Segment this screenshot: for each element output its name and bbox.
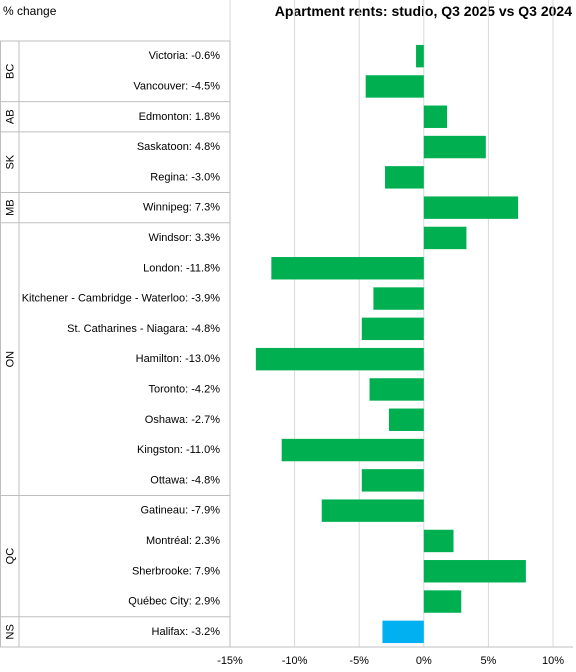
bar-ottawa (361, 469, 424, 492)
category-label-oshawa: Oshawa: -2.7% (145, 414, 220, 426)
group-label-on: ON (5, 351, 17, 368)
bar-kitchener-cambridge-waterloo (373, 287, 424, 310)
category-label-hamilton: Hamilton: -13.0% (136, 353, 221, 365)
bar-london (271, 257, 424, 280)
category-label-kingston: Kingston: -11.0% (137, 444, 220, 456)
category-label-qu-bec-city: Québec City: 2.9% (128, 596, 220, 608)
x-tick-label: 0% (416, 655, 432, 667)
bar-montr-al (423, 529, 454, 553)
category-label-sherbrooke: Sherbrooke: 7.9% (132, 565, 220, 577)
group-label-bc: BC (5, 64, 17, 79)
x-tick-label: -5% (349, 655, 369, 667)
bar-winnipeg (423, 196, 519, 219)
category-label-ottawa: Ottawa: -4.8% (150, 474, 220, 486)
bar-victoria (416, 44, 424, 68)
bar-st-catharines-niagara (361, 317, 424, 341)
x-tick-label: 10% (542, 655, 564, 667)
x-tick-label: 5% (480, 655, 496, 667)
group-label-ab: AB (5, 109, 17, 124)
category-label-st-catharines-niagara: St. Catharines - Niagara: -4.8% (67, 323, 220, 335)
category-label-windsor: Windsor: 3.3% (148, 232, 220, 244)
bar-vancouver (365, 75, 424, 98)
category-label-edmonton: Edmonton: 1.8% (139, 111, 221, 123)
bar-windsor (423, 226, 467, 250)
y-axis-label: % change (3, 4, 57, 18)
bar-hamilton (255, 347, 424, 371)
bar-oshawa (388, 408, 424, 431)
bar-halifax (382, 620, 424, 644)
category-label-victoria: Victoria: -0.6% (149, 50, 221, 62)
bar-regina (385, 166, 424, 189)
group-label-mb: MB (5, 199, 17, 216)
bar-gatineau (321, 499, 424, 522)
category-label-kitchener-cambridge-waterloo: Kitchener - Cambridge - Waterloo: -3.9% (22, 293, 220, 305)
category-label-regina: Regina: -3.0% (150, 171, 220, 183)
group-label-ns: NS (5, 624, 17, 639)
x-tick-label: -15% (217, 655, 243, 667)
category-label-gatineau: Gatineau: -7.9% (141, 505, 221, 517)
category-label-winnipeg: Winnipeg: 7.3% (143, 202, 220, 214)
bar-qu-bec-city (423, 590, 462, 613)
bar-saskatoon (423, 135, 486, 159)
group-label-sk: SK (5, 154, 17, 169)
category-label-london: London: -11.8% (143, 262, 220, 274)
bar-kingston (281, 438, 424, 462)
bar-edmonton (423, 105, 448, 128)
group-label-qc: QC (5, 548, 17, 565)
category-label-vancouver: Vancouver: -4.5% (133, 80, 220, 92)
category-label-saskatoon: Saskatoon: 4.8% (137, 141, 220, 153)
x-tick-label: -10% (282, 655, 308, 667)
bar-sherbrooke (423, 560, 526, 583)
category-label-montr-al: Montréal: 2.3% (146, 535, 220, 547)
category-label-halifax: Halifax: -3.2% (152, 626, 221, 638)
category-label-toronto: Toronto: -4.2% (148, 383, 220, 395)
bar-toronto (369, 378, 424, 401)
